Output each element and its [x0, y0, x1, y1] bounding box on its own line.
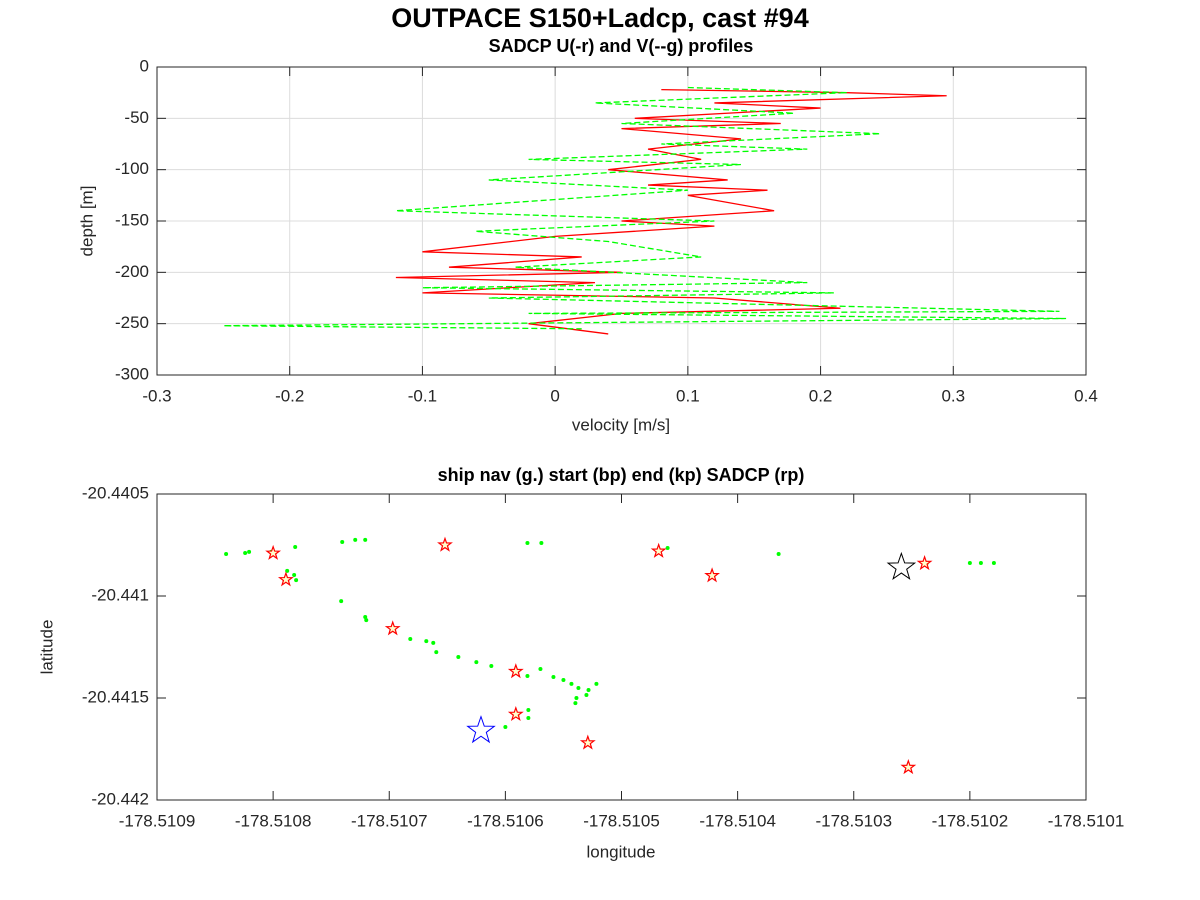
profile-line — [395, 88, 947, 335]
sadcp-point — [704, 567, 721, 583]
nav-point — [538, 667, 543, 672]
nav-point — [294, 578, 299, 583]
chart-subtitle: SADCP U(-r) and V(--g) profiles — [489, 36, 754, 56]
nav-point — [340, 539, 345, 544]
nav-point — [586, 688, 591, 693]
nav-point — [967, 560, 972, 565]
y-tick-label: -100 — [115, 159, 149, 178]
sadcp-point — [900, 759, 917, 775]
nav-point — [353, 537, 358, 542]
x-tick-label: 0.3 — [941, 386, 965, 405]
nav-point — [526, 715, 531, 720]
x-tick-label: -178.5106 — [467, 811, 544, 830]
nav-point — [991, 560, 996, 565]
sadcp-point — [265, 544, 282, 560]
nav-point — [424, 639, 429, 644]
nav-point — [526, 708, 531, 713]
x-tick-label: -0.3 — [142, 386, 171, 405]
nav-point — [776, 551, 781, 556]
y-tick-label: 0 — [140, 56, 149, 75]
x-tick-label: 0.4 — [1074, 386, 1098, 405]
cast-point — [466, 715, 496, 744]
nav-point — [474, 660, 479, 665]
x-tick-label: 0 — [550, 386, 559, 405]
cast-point — [886, 551, 917, 581]
sadcp-point — [507, 705, 524, 722]
x-tick-label: -178.5104 — [699, 811, 776, 830]
nav-point — [431, 640, 436, 645]
sadcp-point — [437, 536, 453, 552]
profile-line — [223, 86, 1067, 330]
nav-point — [285, 568, 290, 573]
y-tick-label: -250 — [115, 313, 149, 332]
nav-point — [456, 654, 461, 659]
x-tick-label: -178.5103 — [815, 811, 892, 830]
nav-point — [978, 560, 983, 565]
nav-point — [224, 551, 229, 556]
y-tick-label: -300 — [115, 364, 149, 383]
sadcp-point — [916, 555, 933, 571]
nav-point — [489, 663, 494, 668]
nav-point — [503, 724, 508, 729]
x-tick-label: -178.5109 — [119, 811, 196, 830]
x-tick-label: 0.2 — [809, 386, 833, 405]
nav-point — [539, 540, 544, 545]
nav-point — [247, 549, 252, 554]
nav-point — [363, 537, 368, 542]
nav-point — [551, 674, 556, 679]
y-tick-label: -150 — [115, 210, 149, 229]
nav-point — [243, 550, 248, 555]
sadcp-point — [650, 542, 667, 558]
x-tick-label: -178.5101 — [1048, 811, 1125, 830]
sadcp-point — [277, 571, 294, 587]
nav-point — [576, 686, 581, 691]
x-axis-label: longitude — [586, 842, 655, 861]
chart-title: ship nav (g.) start (bp) end (kp) SADCP … — [438, 465, 805, 485]
x-tick-label: -178.5102 — [932, 811, 1009, 830]
axes-box — [156, 66, 1087, 376]
y-tick-label: -200 — [115, 262, 149, 281]
y-tick-label: -20.4405 — [82, 483, 149, 502]
x-tick-label: 0.1 — [676, 386, 700, 405]
sadcp-point — [384, 620, 401, 636]
nav-point — [525, 540, 530, 545]
x-tick-label: -0.2 — [275, 386, 304, 405]
sadcp-point — [579, 734, 596, 750]
nav-point — [293, 545, 298, 550]
y-tick-label: -20.442 — [91, 789, 149, 808]
x-tick-label: -178.5105 — [583, 811, 660, 830]
axes-box — [156, 493, 1087, 801]
nav-point — [434, 650, 439, 655]
y-axis-label: depth [m] — [77, 186, 96, 257]
nav-point — [363, 615, 368, 620]
nav-point — [339, 599, 344, 604]
nav-point — [574, 696, 579, 700]
figure-title: OUTPACE S150+Ladcp, cast #94 — [391, 3, 808, 33]
y-tick-label: -50 — [124, 108, 149, 127]
nav-point — [573, 701, 578, 706]
nav-point — [665, 546, 670, 551]
x-tick-label: -178.5107 — [351, 811, 428, 830]
nav-point — [408, 637, 413, 642]
x-tick-label: -0.1 — [408, 386, 437, 405]
nav-point — [561, 678, 566, 683]
nav-point — [594, 681, 599, 686]
nav-point — [525, 673, 530, 678]
nav-point — [569, 681, 574, 686]
y-tick-label: -20.441 — [91, 585, 149, 604]
x-tick-label: -178.5108 — [235, 811, 312, 830]
y-axis-label: latitude — [37, 620, 56, 675]
nav-point — [584, 692, 589, 697]
x-axis-label: velocity [m/s] — [572, 415, 670, 434]
y-tick-label: -20.4415 — [82, 687, 149, 706]
sadcp-point — [507, 663, 524, 679]
nav-point — [292, 572, 297, 577]
nav-point — [364, 618, 369, 623]
